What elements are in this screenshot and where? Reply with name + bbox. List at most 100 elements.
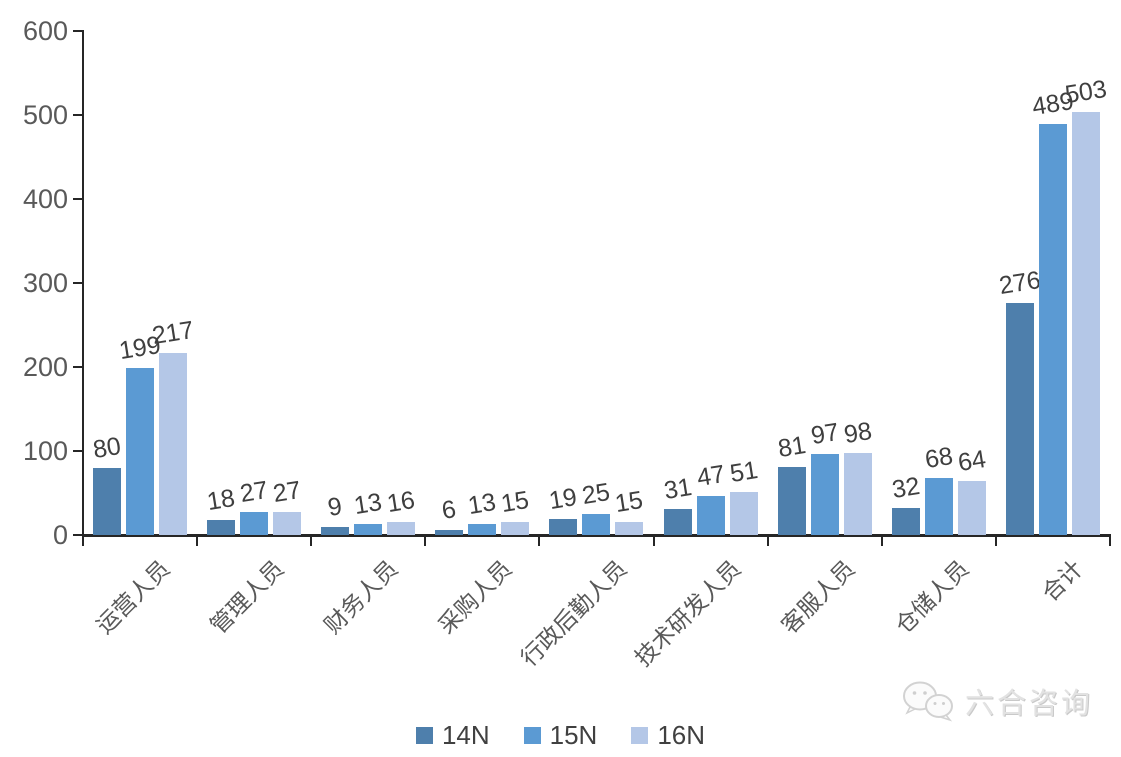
y-axis-tick	[73, 30, 82, 32]
x-axis-tick	[82, 537, 84, 546]
legend-item-16N: 16N	[631, 720, 705, 751]
bar-14N: 32	[890, 472, 922, 535]
x-category-label: 合计	[1036, 555, 1088, 607]
bar-group: 32 68 64	[882, 442, 996, 535]
bar-16N: 16	[385, 486, 417, 535]
legend-swatch	[523, 727, 541, 744]
bar-value-label: 18	[205, 483, 238, 516]
bar-14N: 18	[205, 484, 237, 535]
bar-group: 276 489 503	[996, 75, 1110, 535]
bar-15N: 97	[809, 418, 841, 535]
legend-item-14N: 14N	[415, 720, 490, 751]
bar-value-label: 13	[352, 488, 385, 521]
x-category-label: 技术研发人员	[629, 555, 746, 672]
bar-value-label: 25	[580, 478, 613, 511]
x-axis-line	[82, 534, 1111, 537]
x-category-label: 管理人员	[205, 555, 289, 639]
y-tick-label: 100	[22, 436, 68, 466]
x-axis-tick	[424, 537, 427, 546]
y-axis-line	[82, 30, 84, 536]
bar-value-label: 217	[150, 315, 196, 350]
bar-value-label: 31	[661, 472, 694, 505]
bar-15N: 27	[238, 476, 270, 535]
bar-16N: 64	[956, 445, 988, 535]
y-tick-label: 600	[22, 16, 68, 46]
bar-value-label: 16	[385, 485, 418, 518]
bar-value-label: 27	[271, 476, 304, 509]
bar-16N: 15	[499, 486, 531, 535]
bar-value-label: 503	[1063, 75, 1109, 110]
bar-value-label: 27	[238, 476, 271, 509]
bar-group: 31 47 51	[654, 456, 768, 535]
y-tick-label: 0	[52, 520, 68, 550]
bar-group: 81 97 98	[768, 417, 882, 535]
x-category-label: 运营人员	[91, 555, 175, 639]
bar-value-label: 64	[955, 445, 988, 478]
legend-label: 16N	[657, 720, 706, 750]
y-axis-tick	[73, 282, 82, 284]
y-tick-label: 300	[22, 268, 68, 298]
x-axis-tick	[1109, 537, 1111, 546]
watermark-text: 六合咨询	[964, 688, 1093, 720]
y-axis-tick	[73, 198, 82, 200]
bar-14N: 9	[321, 493, 350, 535]
y-axis-tick	[73, 366, 82, 368]
x-category-label: 客服人员	[775, 555, 860, 639]
bar-15N: 13	[466, 488, 498, 535]
bar-group: 6 13 15	[425, 486, 539, 535]
watermark: 六合咨询	[899, 679, 1093, 723]
bar-value-label: 15	[613, 486, 646, 519]
legend-swatch	[415, 727, 433, 744]
bar-value-label: 47	[694, 459, 727, 492]
bar-14N: 81	[776, 431, 808, 535]
x-axis-tick	[652, 537, 655, 546]
bar-group: 19 25 15	[539, 478, 653, 535]
bar-value-label: 9	[326, 492, 345, 523]
bar-14N: 19	[547, 483, 579, 535]
x-axis-tick	[538, 537, 541, 546]
bar-group: 18 27 27	[197, 476, 311, 535]
y-axis-tick	[73, 534, 82, 536]
bar-14N: 31	[662, 473, 693, 535]
legend-label: 15N	[549, 720, 598, 750]
x-category-label: 仓储人员	[890, 555, 974, 639]
x-category-label: 行政后勤人员	[515, 555, 632, 672]
bar-16N: 503	[1063, 75, 1109, 535]
bar-value-label: 80	[91, 431, 123, 464]
bar-16N: 27	[271, 476, 303, 535]
wechat-icon	[902, 681, 953, 722]
bar-15N: 199	[117, 331, 163, 535]
legend-swatch	[631, 727, 649, 744]
bar-15N: 13	[352, 488, 384, 535]
bar-15N: 25	[580, 478, 612, 535]
y-tick-label: 200	[22, 352, 68, 382]
x-axis-tick	[880, 537, 883, 546]
bar-15N: 47	[695, 460, 726, 535]
bar-16N: 217	[150, 316, 196, 535]
y-tick-label: 400	[22, 184, 68, 214]
bar-15N: 489	[1030, 87, 1076, 535]
bar-value-label: 98	[841, 416, 874, 449]
chart-legend: 14N 15N 16N	[0, 720, 1121, 751]
bar-16N: 51	[728, 456, 759, 535]
bar-value-label: 32	[889, 472, 922, 505]
x-category-label: 财务人员	[319, 555, 403, 639]
x-axis-tick	[766, 537, 769, 546]
y-axis-tick	[73, 450, 82, 452]
bar-16N: 98	[842, 417, 874, 535]
bar-value-label: 6	[440, 495, 459, 525]
bar-15N: 68	[923, 442, 955, 535]
bar-group: 9 13 16	[311, 486, 425, 535]
bar-value-label: 81	[775, 430, 808, 463]
y-axis-tick	[73, 114, 82, 116]
bar-value-label: 13	[466, 488, 499, 521]
x-axis-tick	[994, 537, 997, 546]
x-axis-tick	[310, 537, 313, 546]
x-axis-tick	[196, 537, 199, 546]
bar-value-label: 68	[922, 441, 955, 474]
bar-value-label: 51	[727, 456, 760, 489]
bar-16N: 15	[613, 486, 645, 535]
x-category-label: 采购人员	[433, 555, 518, 639]
bar-14N: 276	[997, 266, 1043, 535]
